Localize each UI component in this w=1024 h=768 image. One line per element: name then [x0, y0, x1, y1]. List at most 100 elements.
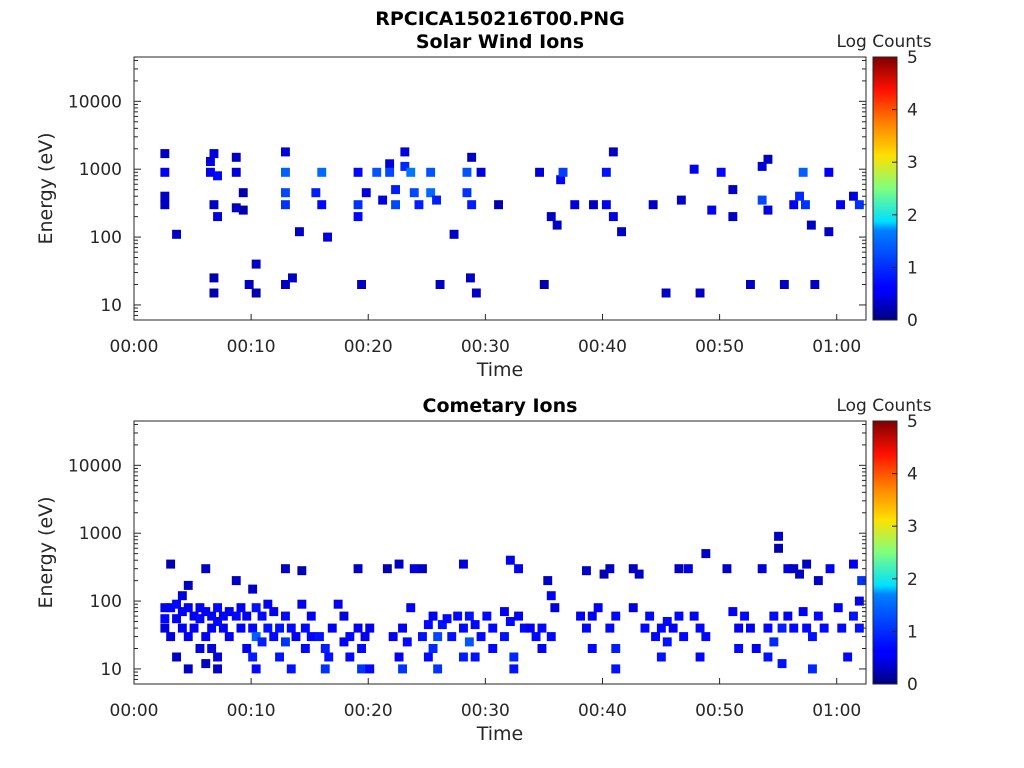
heatmap-cell — [689, 611, 699, 621]
heatmap-cell — [361, 188, 371, 198]
heatmap-cell — [236, 623, 246, 633]
panel-title: Solar Wind Ions — [416, 31, 584, 53]
heatmap-cell — [509, 664, 519, 674]
heatmap-cell — [286, 623, 296, 633]
colorbar-tick-label: 0 — [907, 675, 918, 695]
heatmap-cell — [825, 564, 835, 574]
heatmap-cell — [281, 188, 290, 198]
heatmap-cell — [716, 167, 726, 177]
heatmap-cell — [824, 167, 834, 177]
heatmap-cell — [400, 147, 410, 157]
heatmap-cell — [824, 227, 834, 237]
x-tick-label: 00:20 — [344, 701, 393, 721]
heatmap-cell — [172, 614, 181, 624]
heatmap-cell — [539, 280, 549, 289]
heatmap-cell — [795, 191, 804, 201]
heatmap-cell — [281, 564, 290, 574]
heatmap-cell — [500, 632, 509, 642]
heatmap-cell — [295, 227, 304, 237]
heatmap-cell — [611, 664, 621, 674]
heatmap-cell — [160, 167, 170, 177]
heatmap-cell — [757, 564, 767, 574]
plot-area — [133, 420, 867, 685]
heatmap-cell — [435, 280, 445, 289]
heatmap-cell — [535, 167, 544, 177]
heatmap-cell — [209, 200, 219, 210]
y-tick-label: 10000 — [68, 92, 122, 112]
plot-area — [133, 56, 867, 321]
heatmap-cell — [757, 161, 767, 171]
heatmap-cell — [668, 623, 678, 633]
heatmap-cell — [679, 632, 689, 642]
heatmap-cell — [462, 167, 472, 177]
heatmap-cell — [806, 220, 816, 230]
heatmap-cell — [774, 543, 783, 553]
colorbar-label: Log Counts — [836, 396, 931, 416]
heatmap-cell — [783, 564, 793, 574]
heatmap-cell — [746, 280, 755, 289]
heatmap-cell — [558, 167, 568, 177]
heatmap-cell — [628, 564, 638, 574]
heatmap-cell — [601, 167, 611, 177]
heatmap-cell — [546, 591, 556, 601]
heatmap-cell — [263, 623, 273, 633]
heatmap-cell — [251, 603, 261, 613]
heatmap-cell — [500, 607, 509, 617]
heatmap-cell — [537, 644, 547, 653]
heatmap-cell — [746, 623, 755, 633]
heatmap-cell — [398, 664, 407, 674]
heatmap-cell — [813, 576, 823, 586]
heatmap-cell — [722, 564, 732, 574]
heatmap-cell — [327, 623, 337, 633]
heatmap-cell — [166, 603, 176, 613]
heatmap-cell — [317, 200, 327, 210]
heatmap-cell — [213, 617, 222, 626]
heatmap-cell — [206, 167, 215, 177]
x-tick-label: 00:10 — [227, 337, 276, 357]
heatmap-cell — [218, 611, 228, 621]
heatmap-cell — [695, 652, 705, 662]
heatmap-cell — [552, 220, 562, 230]
heatmap-cell — [311, 188, 321, 198]
heatmap-cell — [195, 614, 205, 624]
colorbar-tick-label: 4 — [907, 101, 918, 121]
heatmap-cell — [701, 549, 711, 559]
heatmap-cell — [257, 637, 267, 647]
heatmap-cell — [345, 632, 355, 642]
heatmap-cell — [172, 229, 181, 239]
heatmap-cell — [320, 664, 330, 674]
heatmap-cell — [459, 559, 468, 569]
heatmap-cell — [740, 611, 749, 621]
heatmap-cell — [238, 188, 248, 198]
heatmap-cell — [394, 652, 404, 662]
heatmap-cell — [409, 564, 419, 574]
heatmap-cell — [587, 611, 597, 621]
heatmap-cell — [734, 623, 744, 633]
figure-title: RPCICA150216T00.PNG — [375, 8, 625, 30]
heatmap-cell — [207, 611, 217, 621]
heatmap-cell — [172, 652, 181, 662]
heatmap-cell — [183, 632, 193, 642]
heatmap-cell — [353, 623, 363, 633]
heatmap-cell — [763, 652, 773, 662]
heatmap-cell — [248, 584, 258, 594]
heatmap-cell — [275, 623, 284, 633]
heatmap-cell — [242, 644, 252, 653]
heatmap-cell — [172, 599, 181, 609]
heatmap-cell — [608, 212, 618, 222]
x-tick-label: 00:00 — [110, 701, 159, 721]
heatmap-cell — [365, 623, 375, 633]
colorbar-tick-label: 2 — [907, 206, 918, 226]
heatmap-cell — [201, 564, 211, 574]
heatmap-cell — [648, 200, 658, 210]
heatmap-cell — [281, 611, 290, 621]
heatmap-cell — [819, 623, 829, 633]
heatmap-cell — [201, 632, 211, 642]
heatmap-cell — [353, 200, 363, 210]
heatmap-cell — [683, 564, 693, 574]
heatmap-cell — [177, 623, 187, 633]
heatmap-cell — [166, 632, 176, 642]
colorbar-gradient — [872, 420, 898, 685]
heatmap-cell — [601, 200, 611, 210]
